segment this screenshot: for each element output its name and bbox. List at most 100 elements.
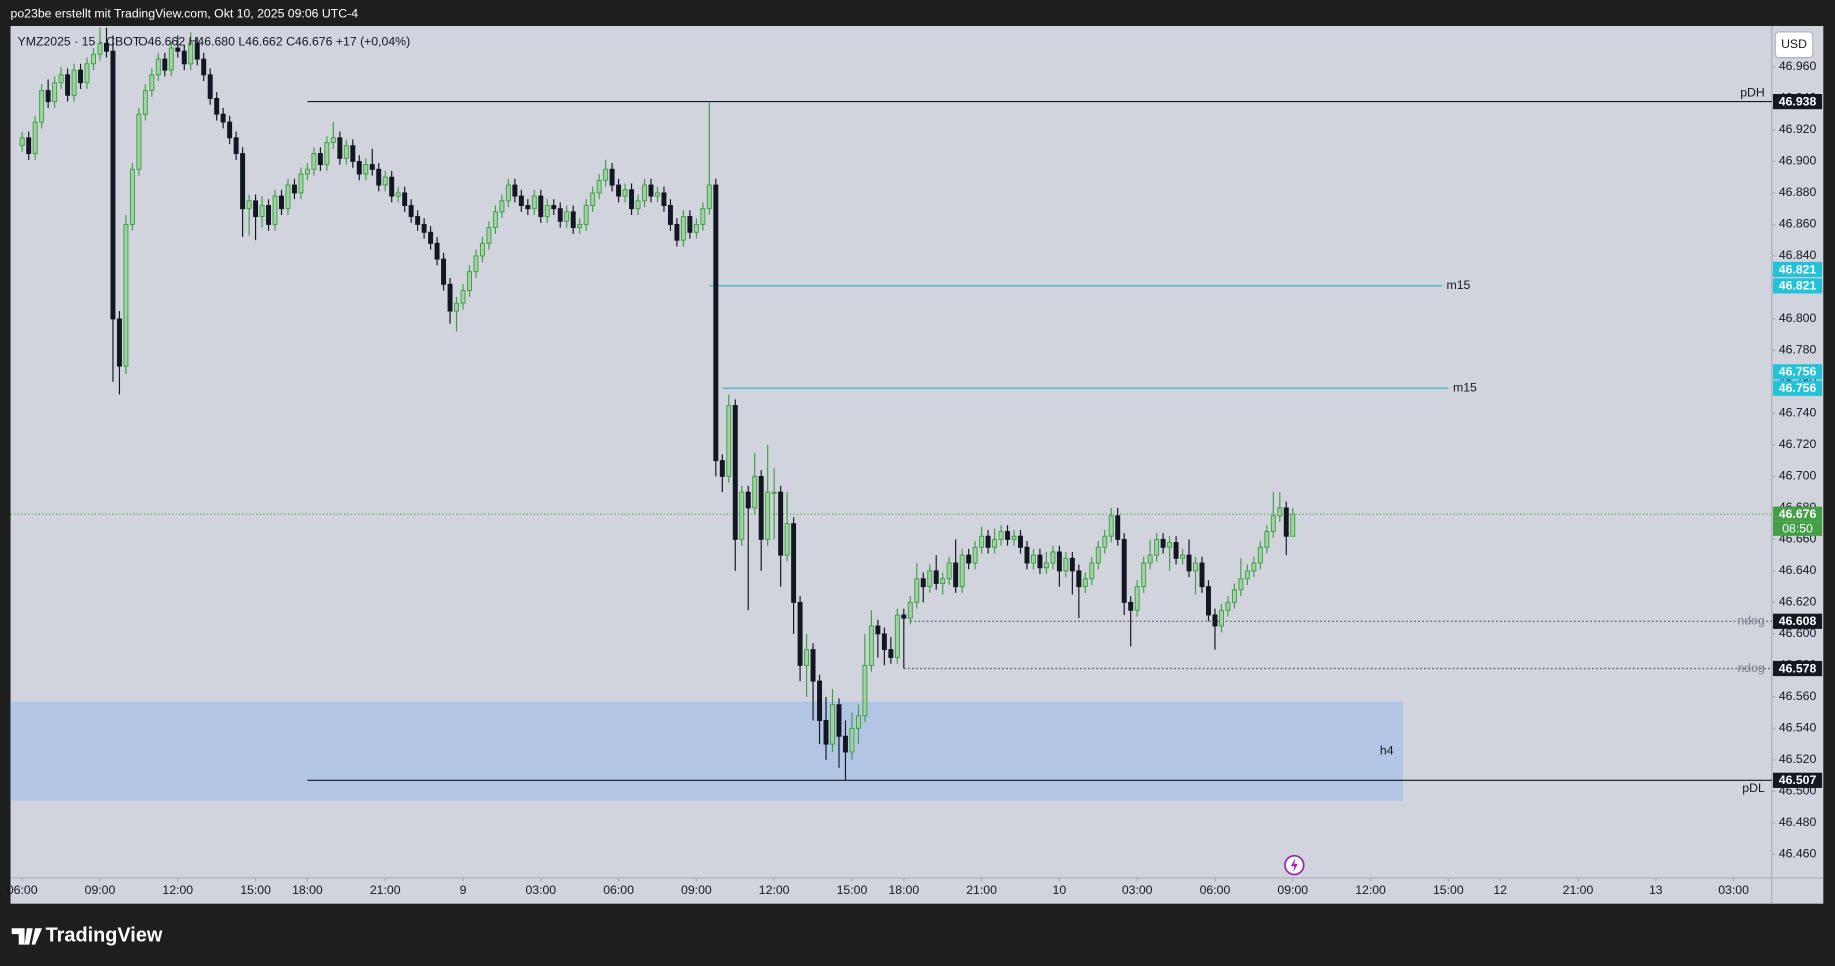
candle-body bbox=[862, 664, 868, 717]
candle-body bbox=[758, 475, 764, 540]
y-tick-label: 46.540 bbox=[1779, 721, 1817, 735]
x-tick-label: 9 bbox=[460, 883, 467, 897]
candle-body bbox=[84, 63, 90, 84]
level-price-tag: 46.821 bbox=[1779, 262, 1817, 276]
candle-body bbox=[324, 142, 330, 166]
candle-body bbox=[382, 176, 388, 186]
candle-body bbox=[914, 578, 920, 603]
candle-body bbox=[1251, 562, 1257, 572]
candle-body bbox=[797, 601, 803, 666]
candle-body bbox=[240, 153, 246, 210]
candle-body bbox=[291, 184, 297, 194]
candle-body bbox=[201, 58, 207, 76]
candle-body bbox=[26, 137, 32, 155]
candle-body bbox=[71, 69, 77, 96]
candle-body bbox=[91, 53, 96, 65]
level-label: m15 bbox=[1447, 278, 1471, 292]
candle-body bbox=[907, 601, 913, 619]
plot: h4 pDH m15 m15 ndog ndog pDL bbox=[10, 27, 1772, 801]
level-price-tag-box bbox=[1772, 278, 1823, 294]
candle-body bbox=[486, 227, 492, 244]
x-tick-label: 09:00 bbox=[85, 883, 116, 897]
candle-body bbox=[1069, 557, 1075, 572]
candle-body bbox=[706, 184, 712, 210]
y-tick-label: 46.900 bbox=[1779, 154, 1817, 168]
candle-body bbox=[966, 554, 972, 564]
candle-body bbox=[836, 704, 842, 737]
x-tick-label: 09:00 bbox=[681, 883, 712, 897]
candle-body bbox=[402, 192, 408, 207]
candle-body bbox=[985, 535, 991, 548]
candle-body bbox=[765, 491, 771, 540]
candle-body bbox=[719, 460, 725, 477]
x-tick-label: 12:00 bbox=[1355, 883, 1386, 897]
candle-body bbox=[311, 153, 317, 170]
candle-body bbox=[181, 50, 187, 65]
candle-body bbox=[622, 189, 628, 197]
brand: TradingView bbox=[11, 925, 163, 947]
candle-body bbox=[1102, 535, 1108, 548]
header: po23be erstellt mit TradingView.com, Okt… bbox=[11, 7, 359, 21]
candle-body bbox=[1024, 546, 1030, 564]
candle-body bbox=[350, 145, 356, 162]
y-tick-label: 46.620 bbox=[1779, 595, 1817, 609]
candle-body bbox=[214, 97, 220, 115]
candle-body bbox=[817, 680, 823, 721]
symbol: YMZ2025 · 15 · CBOT bbox=[18, 35, 141, 49]
candle-body bbox=[661, 192, 667, 207]
candle-body bbox=[45, 90, 51, 103]
candle-body bbox=[395, 192, 401, 197]
candle-body bbox=[272, 195, 278, 225]
candle-body bbox=[1121, 538, 1127, 603]
candle-body bbox=[629, 189, 635, 210]
candle-body bbox=[726, 405, 732, 477]
y-tick-label: 46.880 bbox=[1779, 185, 1817, 199]
y-tick-label: 46.460 bbox=[1779, 847, 1817, 861]
candle-body bbox=[479, 242, 485, 257]
level-price-tag: 46.938 bbox=[1779, 94, 1817, 108]
candle-body bbox=[116, 318, 122, 367]
candle-body bbox=[778, 491, 784, 556]
candle-body bbox=[369, 164, 375, 170]
candle-body bbox=[823, 720, 829, 745]
currency-box[interactable] bbox=[1774, 31, 1814, 59]
candle-body bbox=[492, 211, 498, 229]
y-tick-label: 46.840 bbox=[1779, 248, 1817, 262]
x-tick-label: 21:00 bbox=[370, 883, 401, 897]
x-tick-label: 06:00 bbox=[603, 883, 634, 897]
x-tick-label: 15:00 bbox=[837, 883, 868, 897]
candle-body bbox=[467, 271, 472, 292]
x-tick-label: 12 bbox=[1493, 883, 1507, 897]
candle-body bbox=[648, 184, 654, 197]
candle-body bbox=[1206, 586, 1211, 616]
countdown-box bbox=[1772, 521, 1823, 536]
candle-body bbox=[810, 649, 816, 682]
y-tick-label: 46.960 bbox=[1779, 59, 1817, 73]
candle-body bbox=[227, 121, 233, 139]
candle-body bbox=[901, 614, 907, 619]
candle-body bbox=[1037, 554, 1043, 569]
candle-body bbox=[1264, 531, 1270, 548]
candle-body bbox=[207, 74, 213, 99]
ohlc-legend: O46.662 H46.680 L46.662 C46.676 +17 (+0,… bbox=[138, 35, 410, 49]
y-tick-label: 46.640 bbox=[1779, 563, 1817, 577]
candle-body bbox=[992, 538, 998, 548]
y-tick-label: 46.600 bbox=[1779, 626, 1817, 640]
candle-body bbox=[421, 223, 427, 233]
candle-body bbox=[1043, 562, 1049, 569]
countdown: 08:50 bbox=[1782, 522, 1813, 536]
candle-body bbox=[376, 168, 382, 186]
candle-body bbox=[544, 205, 550, 218]
x-tick-label: 13 bbox=[1649, 883, 1663, 897]
currency[interactable]: USD bbox=[1781, 37, 1807, 51]
candle-body bbox=[1134, 586, 1140, 611]
x-tick-label: 03:00 bbox=[1718, 883, 1749, 897]
x-tick-label: 10 bbox=[1053, 883, 1067, 897]
candle-body bbox=[428, 231, 434, 244]
candle-body bbox=[953, 562, 959, 588]
candle-body bbox=[1076, 570, 1082, 588]
level-price-tag-box bbox=[1772, 93, 1823, 110]
candle-body bbox=[408, 205, 414, 218]
candle-body bbox=[1160, 538, 1166, 548]
